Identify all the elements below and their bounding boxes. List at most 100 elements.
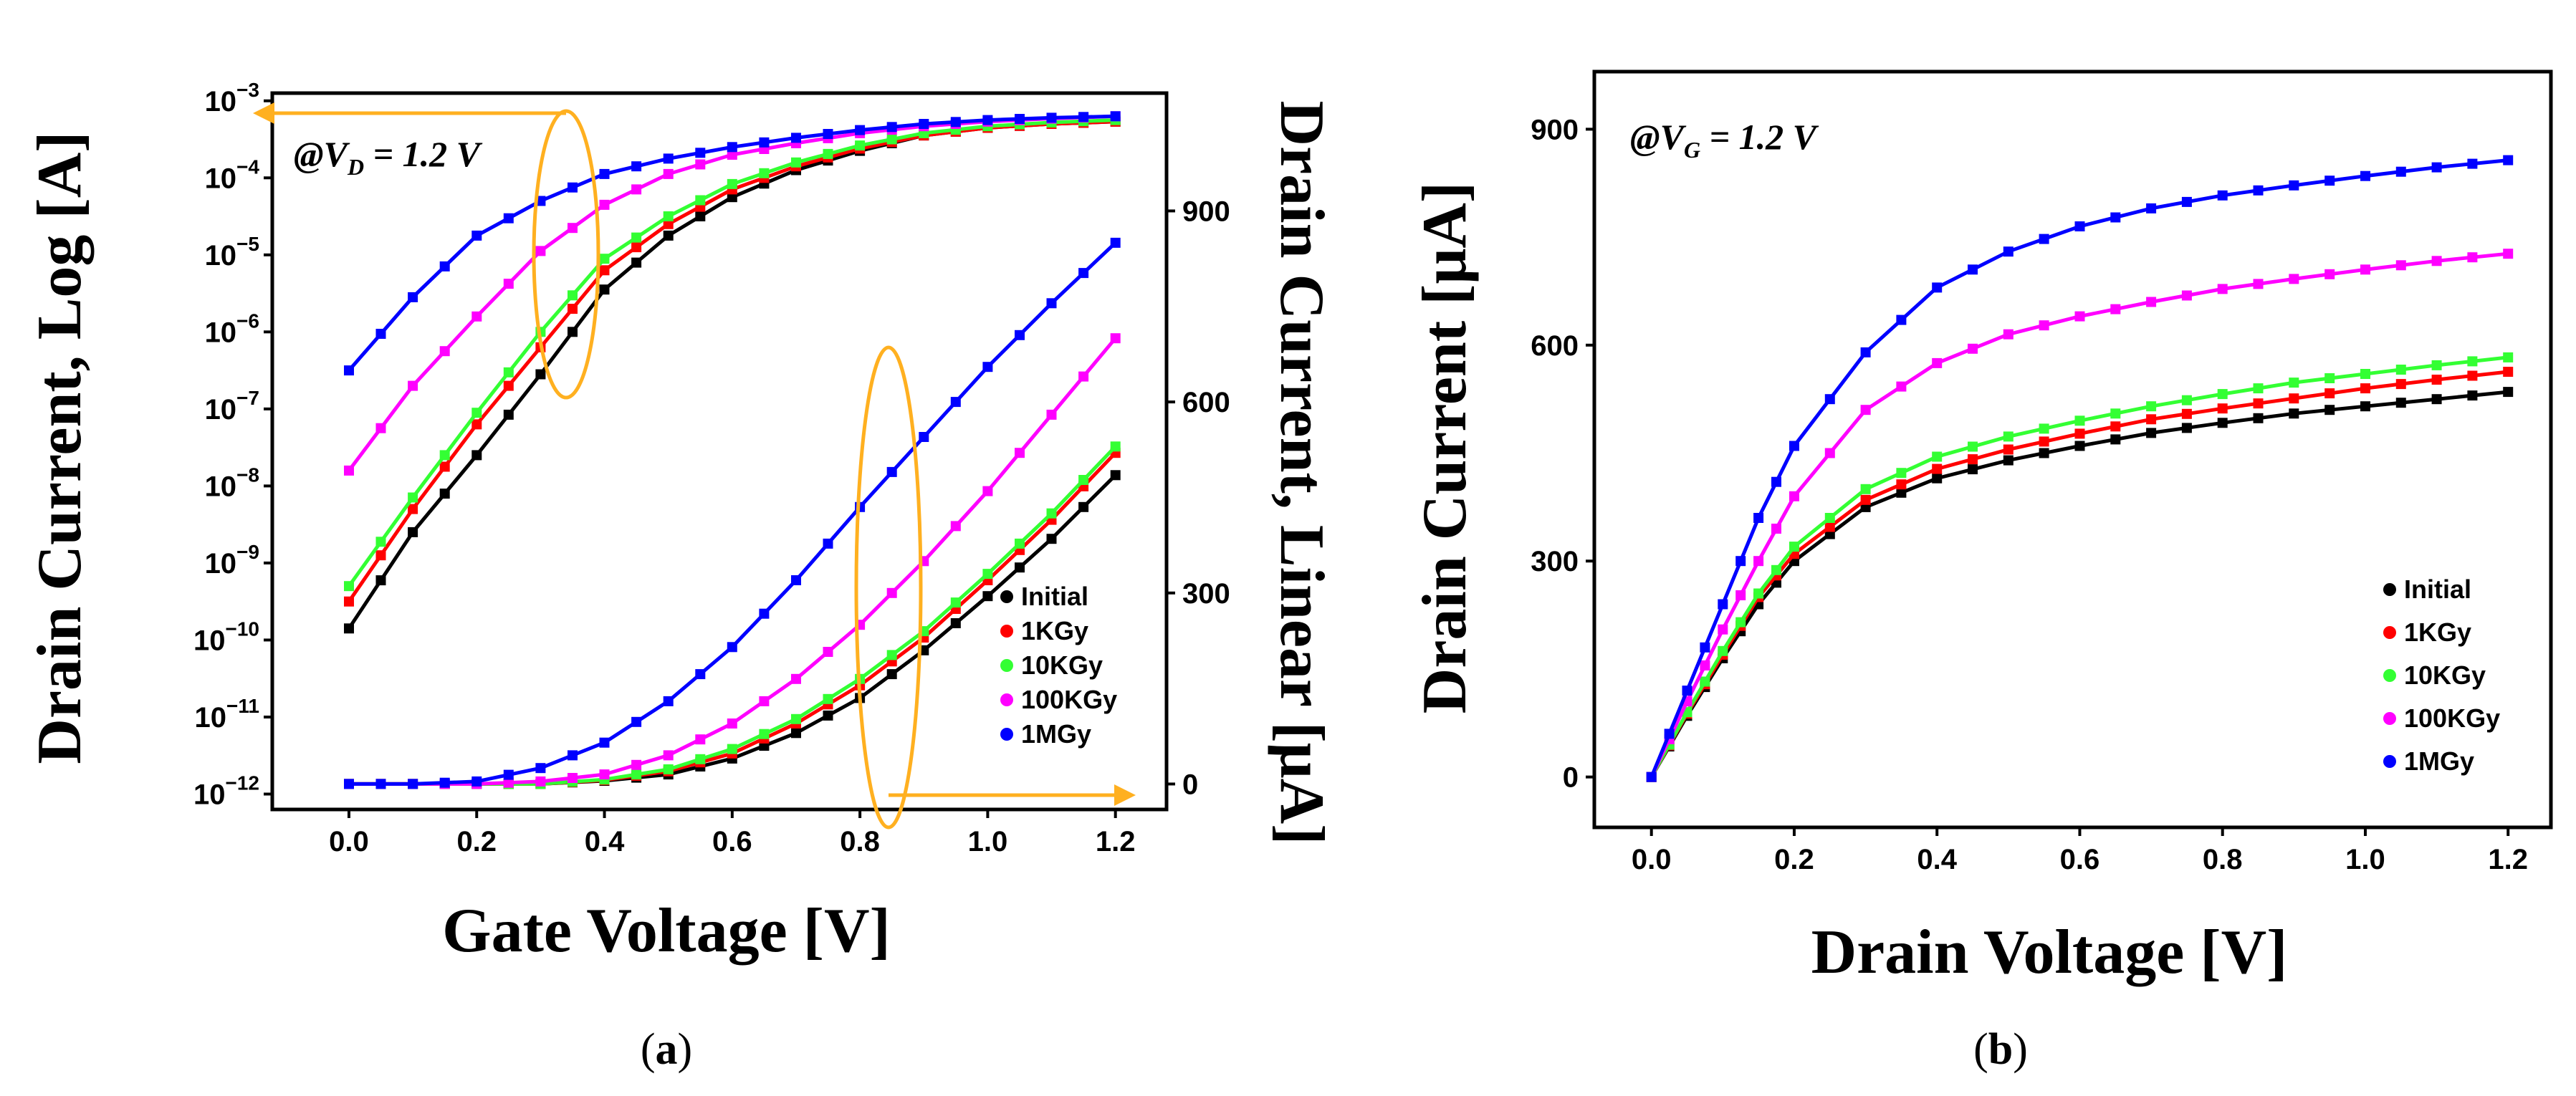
panel-b-1mgy-point: [2395, 166, 2406, 177]
panel-a-linear-1mgy-point: [471, 776, 482, 787]
panel-b-100kgy-point: [1753, 556, 1764, 567]
panel-b-100kgy-point: [1735, 590, 1746, 600]
panel-a-linear-10kgy-point: [663, 764, 674, 774]
panel-b-100kgy-point: [2253, 279, 2264, 289]
caption-a: (a): [641, 1025, 692, 1074]
panel-a-legend: Initial 1KGy 10KGy 100KGy 1MGy: [1000, 582, 1117, 749]
panel-a-log-1mgy-point: [695, 148, 706, 158]
panel-b-initial-point: [2360, 401, 2370, 412]
panel-b-100kgy-point: [2074, 311, 2085, 322]
panel-b-10kgy-point: [1771, 564, 1781, 575]
panel-b-1kgy-point: [2324, 388, 2335, 399]
panel-b-10kgy-point: [1860, 484, 1871, 494]
panel-a-x-tick-label: 0.4: [585, 826, 625, 857]
panel-a-log-initial-point: [568, 327, 578, 337]
panel-a-linear-100kgy-point: [631, 759, 642, 770]
panel-b-legend-label-1kgy: 1KGy: [2404, 617, 2471, 647]
panel-b-ticks-layer: 0.0 0.2 0.4 0.6 0.8 1.0 1.2 0 300 600 900: [1531, 114, 2528, 875]
panel-a-x-axis-title: Gate Voltage [V]: [442, 896, 891, 966]
panel-b-100kgy-point: [2146, 297, 2157, 307]
panel-b-100kgy-point: [1771, 524, 1781, 534]
panel-b-1mgy-point: [2110, 212, 2121, 223]
panel-a-linear-1mgy-point: [886, 466, 897, 477]
panel-b-10kgy-point: [2146, 401, 2157, 412]
panel-a-log-1kgy-point: [439, 461, 450, 472]
panel-b-10kgy-point: [2110, 408, 2121, 419]
panel-b-1mgy-point: [2146, 203, 2157, 213]
panel-a-legend-marker-10kgy: [1000, 659, 1013, 672]
panel-b-1mgy-point: [2217, 190, 2228, 201]
panel-a-log-10kgy-point: [823, 148, 833, 159]
panel-b-10kgy-point: [2003, 431, 2014, 442]
panel-a-log-1kgy-point: [568, 304, 578, 314]
panel-b-100kgy-point: [1968, 343, 1978, 354]
panel-a-log-100kgy-point: [503, 279, 514, 289]
panel-a-y-left-tick-label: 10−7: [205, 387, 259, 426]
panel-a-log-1mgy-point: [886, 122, 897, 133]
panel-a-log-1mgy-point: [375, 329, 386, 339]
panel-b-1kgy-point: [2181, 408, 2192, 419]
panel-a-linear-1mgy-point: [1015, 330, 1025, 340]
panel-b-initial-point: [2431, 394, 2442, 405]
panel-a-log-1kgy-point: [375, 550, 386, 561]
panel-a-linear-100kgy-point: [599, 769, 610, 780]
panel-b-1kgy-point: [2503, 367, 2514, 377]
panel-a-x-tick-label: 1.0: [968, 826, 1008, 857]
panel-b-100kgy-point: [1824, 448, 1835, 458]
panel-b-1kgy-point: [1896, 479, 1907, 490]
panel-a-linear-100kgy-point: [695, 734, 706, 745]
panel-a-log-100kgy-point: [568, 223, 578, 234]
panel-a-linear-1mgy-point: [503, 769, 514, 780]
panel-b-initial-point: [2074, 441, 2085, 451]
panel-a-linear-1mgy-point: [695, 669, 706, 680]
panel-b-1mgy-point: [2360, 170, 2370, 181]
panel-a-log-ellipse: [532, 109, 600, 400]
panel-b-100kgy-point: [2360, 264, 2370, 275]
panel-b-100kgy-point: [1896, 381, 1907, 392]
panel-a-linear-100kgy-point: [823, 647, 833, 657]
panel-a-log-1kgy-point: [471, 419, 482, 430]
panel-b-initial-point: [1932, 473, 1943, 484]
panel-a-log-initial-point: [695, 211, 706, 221]
panel-b-1kgy-point: [2253, 398, 2264, 409]
panel-a-linear-100kgy-point: [503, 777, 514, 788]
panel-b-10kgy-point: [2039, 423, 2049, 434]
panel-a-log-initial-point: [439, 489, 450, 499]
panel-a-log-initial-point: [408, 527, 418, 537]
panel-a-log-10kgy-point: [855, 140, 866, 151]
panel-b-100kgy-point: [2289, 274, 2299, 284]
panel-a-log-1mgy-point: [919, 119, 929, 129]
panel-a-x-tick-label: 0.6: [712, 826, 752, 857]
panel-b-1kgy-point: [2431, 375, 2442, 385]
panel-b-1kgy-point: [2074, 428, 2085, 439]
panel-b-1mgy-point: [2467, 158, 2478, 169]
panel-a-log-100kgy-point: [471, 311, 482, 322]
panel-b-10kgy-point: [2324, 373, 2335, 383]
panel-a-linear-100kgy-point: [727, 718, 737, 729]
panel-b-initial-point: [2467, 390, 2478, 401]
panel-a-log-initial-point: [503, 409, 514, 420]
panel-b-legend-marker-1mgy: [2383, 755, 2396, 768]
panel-a-log-10kgy-point: [375, 537, 386, 547]
panel-b-10kgy-point: [1718, 645, 1728, 656]
panel-a-log-10kgy-point: [599, 254, 610, 264]
panel-a-legend-marker-1kgy: [1000, 625, 1013, 638]
panel-a-linear-1mgy-point: [631, 716, 642, 727]
panel-a-linear-10kgy-point: [982, 569, 993, 580]
panel-a-legend-marker-1mgy: [1000, 728, 1013, 741]
panel-b-100kgy-point: [2181, 290, 2192, 301]
panel-a-linear-1mgy-point: [599, 737, 610, 748]
panel-a-y-axis-title-right: Drain Current, Linear [μA]: [1267, 101, 1336, 845]
panel-a-y-axis-title-left: Drain Current, Log [A]: [25, 131, 95, 764]
panel-b-100kgy-point: [1789, 491, 1799, 501]
panel-b-10kgy-point: [2074, 415, 2085, 426]
panel-a-linear-initial-point: [1110, 470, 1121, 481]
panel-b-10kgy-point: [2217, 389, 2228, 400]
panel-b: 0.0 0.2 0.4 0.6 0.8 1.0 1.2 0 300 600 900 @VG = 1.…: [1410, 69, 2553, 987]
panel-b-100kgy-point: [2324, 269, 2335, 279]
panel-a-linear-10kgy-point: [791, 713, 801, 724]
panel-b-plot-frame: [1592, 69, 2553, 830]
panel-a-log-100kgy-point: [631, 184, 642, 195]
panel-a-linear-10kgy-point: [1110, 441, 1121, 452]
